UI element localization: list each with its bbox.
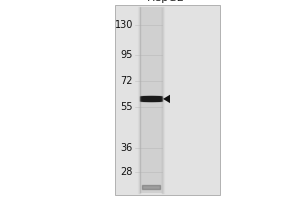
Text: 28: 28: [121, 167, 133, 177]
Text: HepG2: HepG2: [147, 0, 185, 3]
Text: 130: 130: [115, 20, 133, 30]
Bar: [140, 7, 162, 193]
Polygon shape: [163, 95, 170, 103]
Text: 55: 55: [121, 102, 133, 112]
Text: 36: 36: [121, 143, 133, 153]
Text: 95: 95: [121, 50, 133, 60]
Bar: [115, 5, 220, 195]
Text: 72: 72: [121, 76, 133, 86]
